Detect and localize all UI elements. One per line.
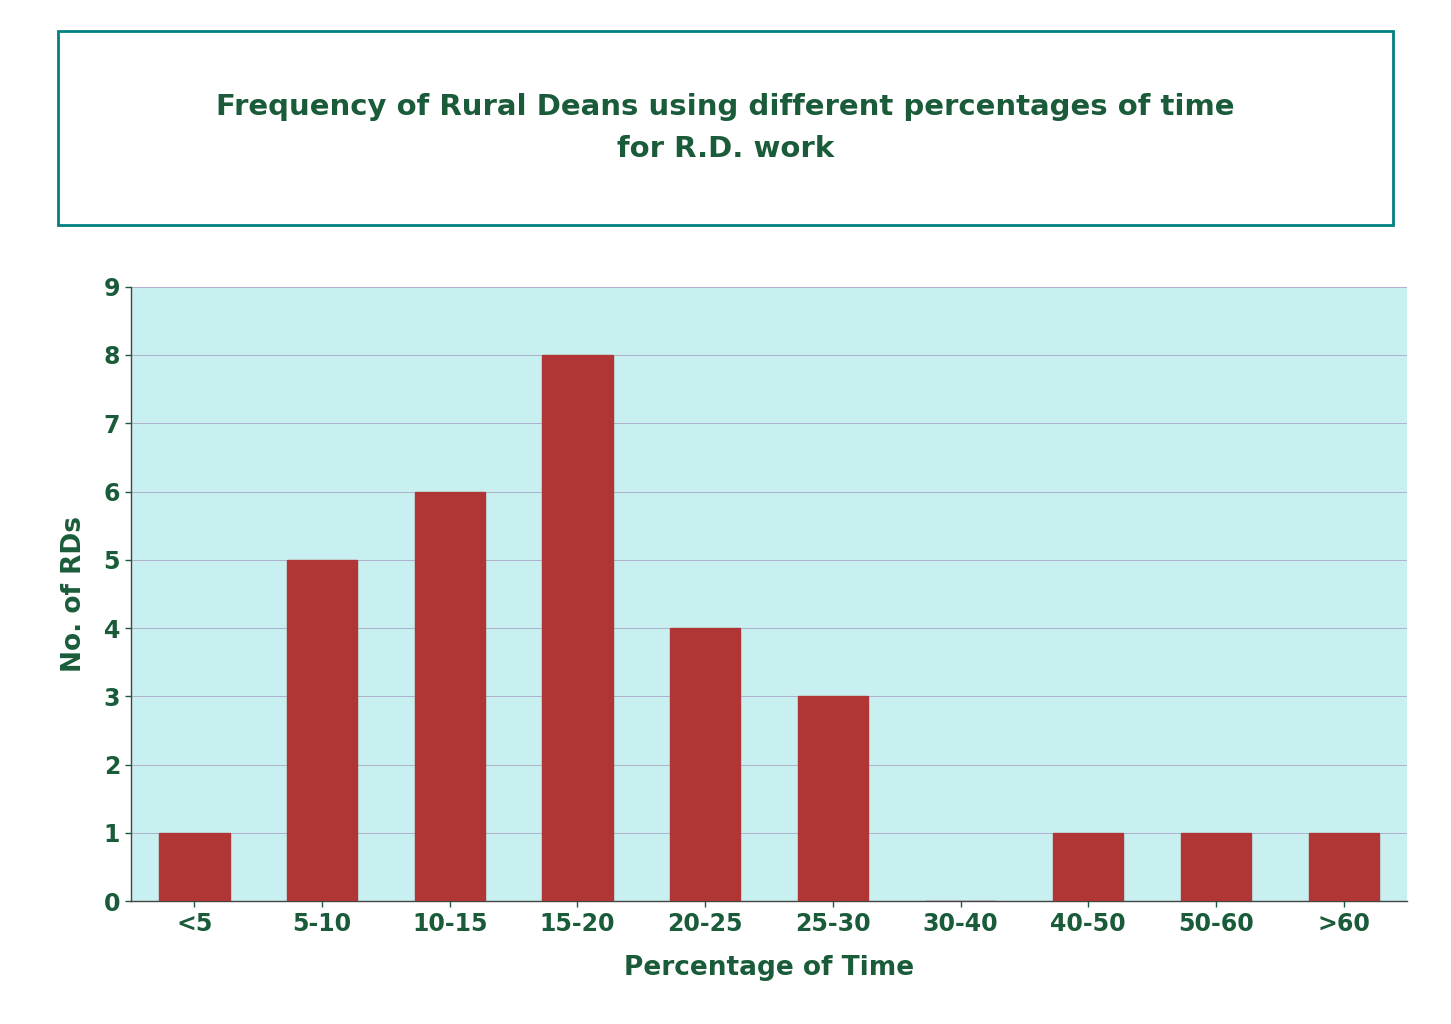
X-axis label: Percentage of Time: Percentage of Time	[624, 955, 914, 981]
Bar	[160, 833, 229, 901]
Y-axis label: No. of RDs: No. of RDs	[61, 516, 87, 672]
Bar	[1309, 833, 1378, 901]
Bar	[415, 492, 485, 901]
Bar	[670, 628, 740, 901]
Bar	[287, 560, 357, 901]
Text: Frequency of Rural Deans using different percentages of time
for R.D. work: Frequency of Rural Deans using different…	[216, 93, 1235, 163]
Bar	[543, 355, 612, 901]
Bar	[798, 696, 868, 901]
Bar	[1181, 833, 1251, 901]
FancyBboxPatch shape	[58, 31, 1393, 225]
Bar	[1053, 833, 1123, 901]
